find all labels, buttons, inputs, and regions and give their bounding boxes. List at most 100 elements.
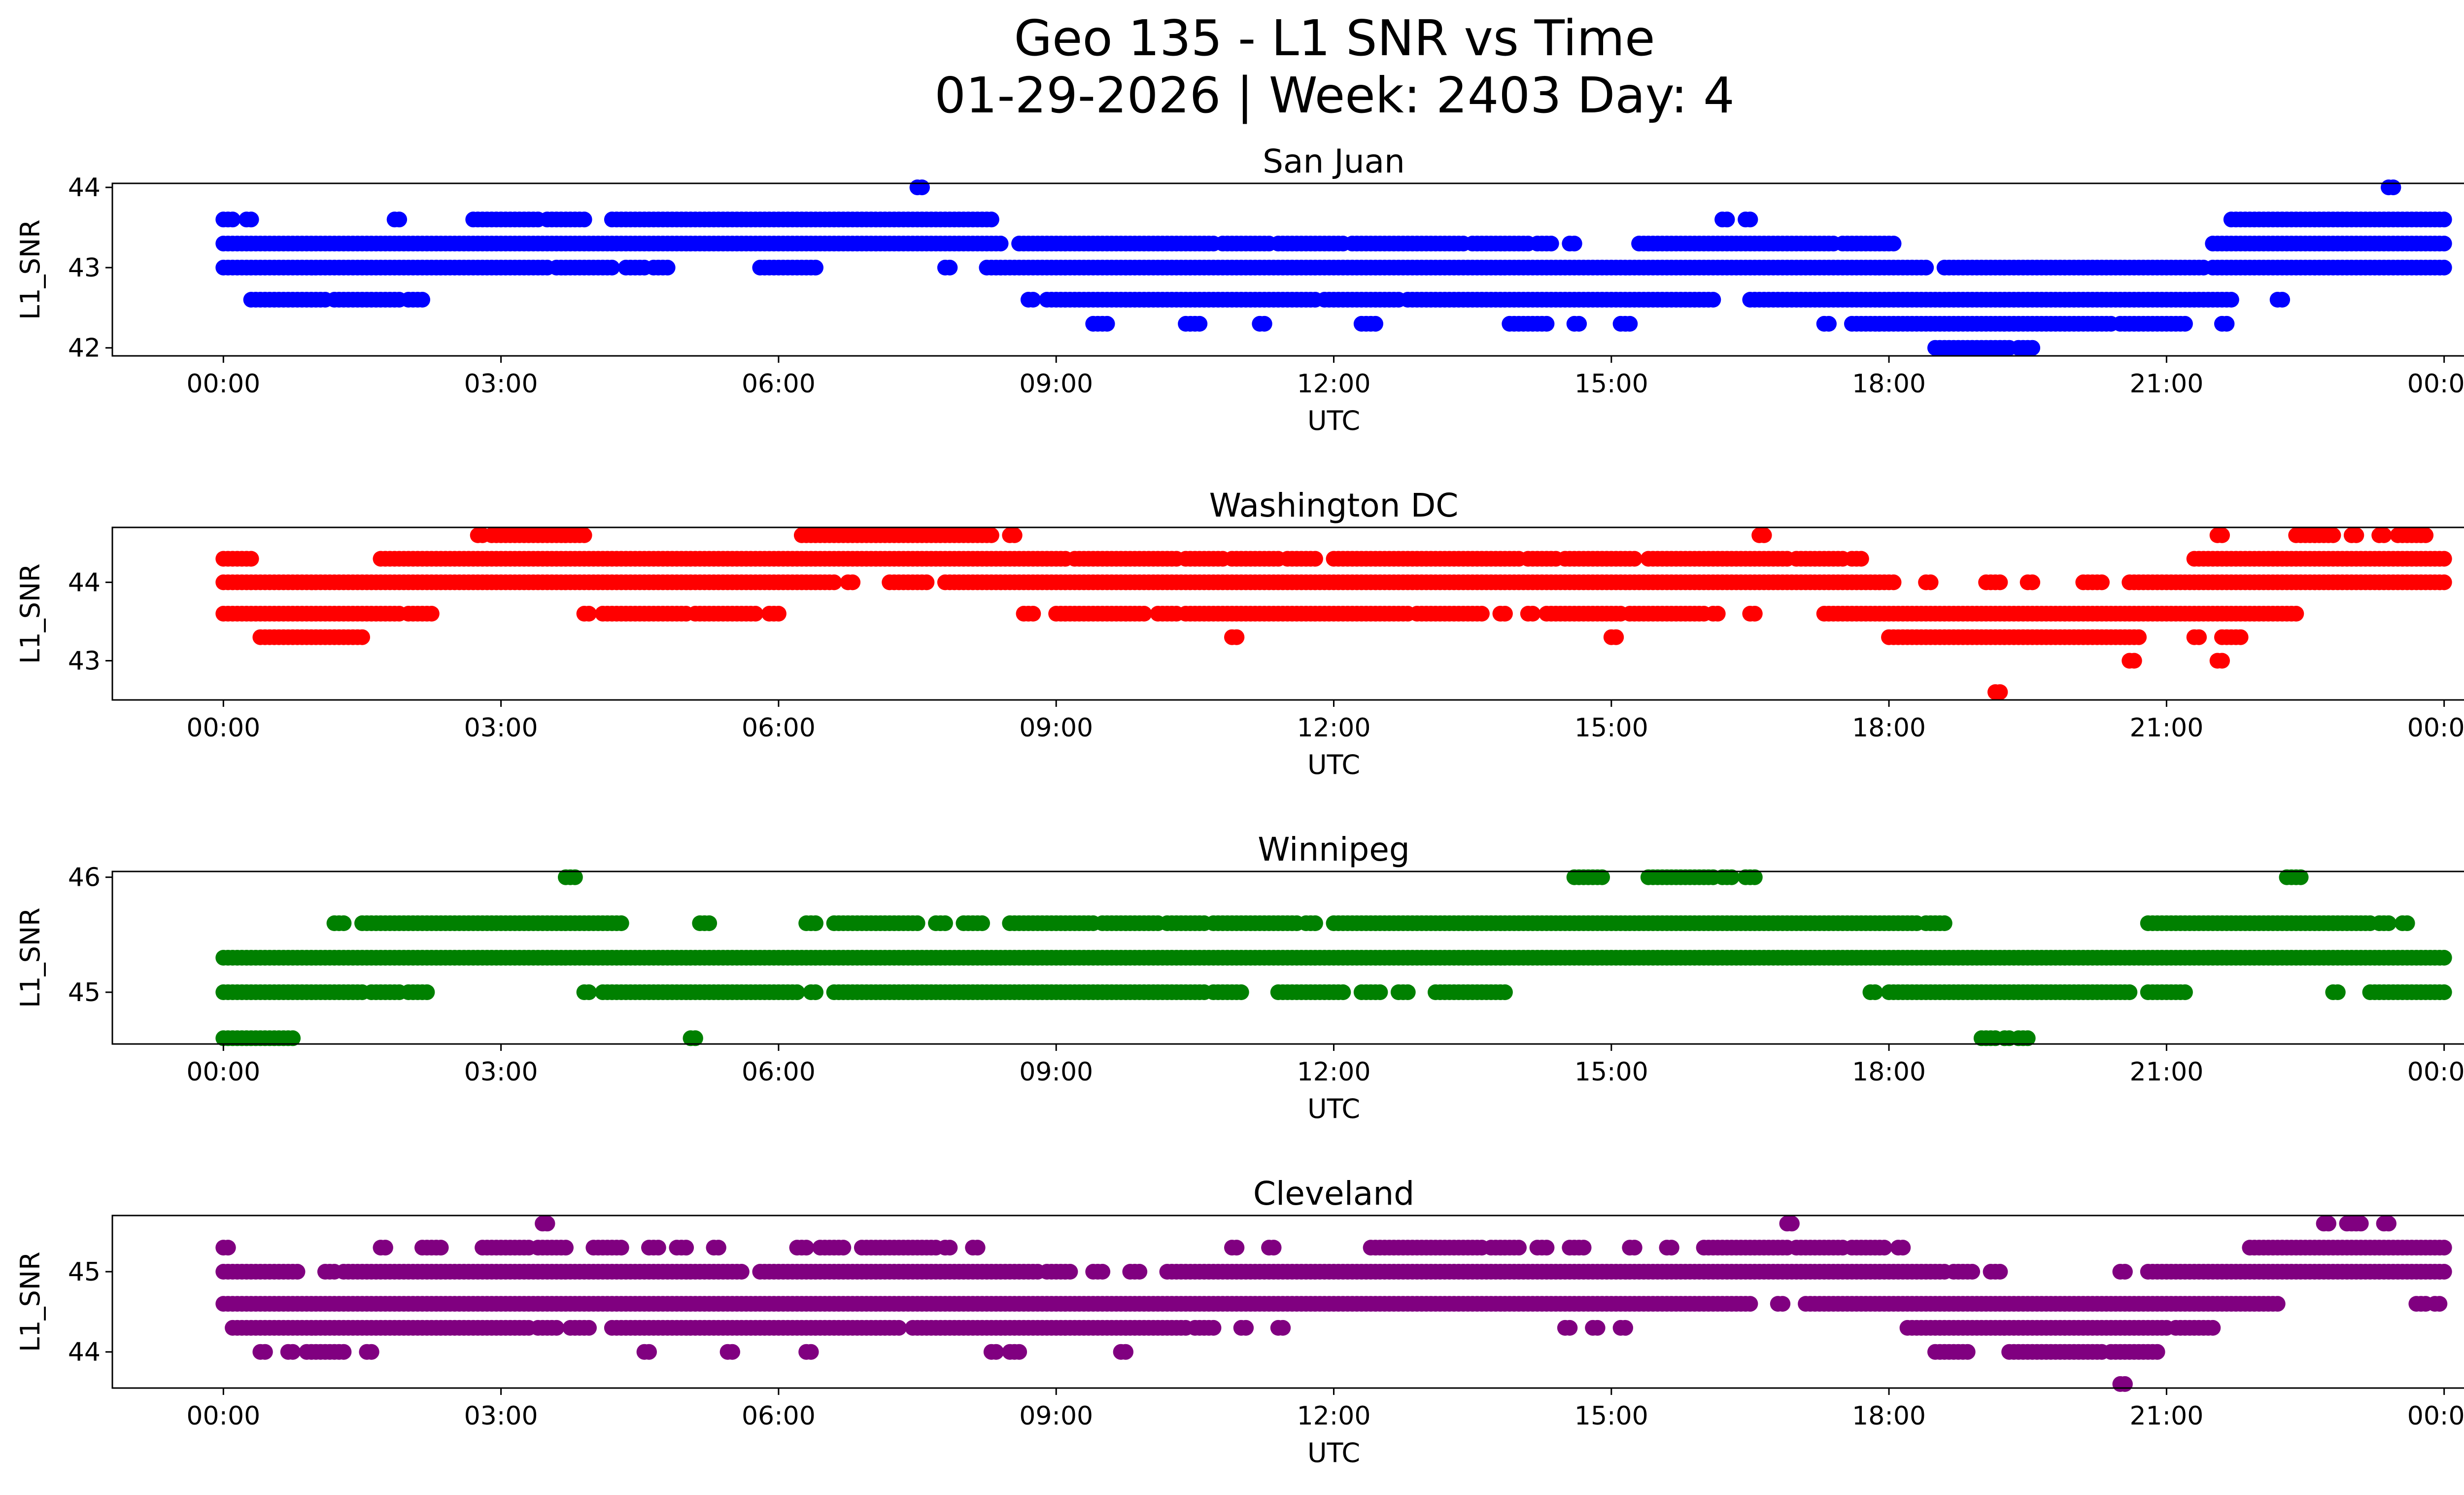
data-point xyxy=(969,1240,986,1256)
data-point xyxy=(1233,984,1249,1000)
x-tick-label: 12:00 xyxy=(1297,1057,1371,1087)
data-point xyxy=(2117,1264,2133,1280)
data-point xyxy=(1783,1216,1800,1232)
data-point xyxy=(1006,527,1023,543)
data-point xyxy=(2122,984,2138,1000)
data-point xyxy=(613,1240,629,1256)
x-tick-label: 00:00 xyxy=(186,713,260,743)
data-point xyxy=(576,211,592,228)
data-point xyxy=(2321,1216,2336,1232)
data-point xyxy=(770,606,787,622)
data-point xyxy=(1885,236,1902,252)
data-point xyxy=(1539,1240,1555,1256)
data-point xyxy=(1025,606,1041,622)
data-point xyxy=(2381,915,2396,931)
data-point xyxy=(1622,315,1638,332)
x-tick-label: 00:00 xyxy=(186,369,260,399)
data-point xyxy=(1095,1264,1111,1280)
data-point xyxy=(1497,606,1513,622)
x-tick-label: 18:00 xyxy=(1852,713,1926,743)
data-point xyxy=(1525,606,1541,622)
data-point xyxy=(2436,211,2452,228)
y-tick-label: 44 xyxy=(68,173,101,203)
data-point xyxy=(1608,629,1624,645)
data-point xyxy=(1918,259,1934,276)
data-point xyxy=(1853,551,1869,567)
data-point xyxy=(1543,236,1559,252)
data-point xyxy=(336,915,352,931)
y-tick-label: 43 xyxy=(68,253,101,283)
data-point xyxy=(1992,684,2008,700)
data-point xyxy=(992,236,1009,252)
data-point xyxy=(2094,574,2110,591)
data-point xyxy=(1867,984,1883,1000)
data-point xyxy=(581,606,597,622)
x-axis-label-san-juan: UTC xyxy=(1307,405,1360,436)
data-point xyxy=(748,606,763,622)
data-point xyxy=(2024,340,2041,356)
data-point xyxy=(678,1240,694,1256)
data-point xyxy=(2177,315,2193,332)
y-axis-label-san-juan: L1_SNR xyxy=(15,219,46,320)
data-point xyxy=(1742,211,1758,228)
x-tick-label: 18:00 xyxy=(1852,1057,1926,1087)
data-point xyxy=(2024,574,2041,591)
data-point xyxy=(2329,984,2346,1000)
data-point xyxy=(354,629,370,645)
panel-title-winnipeg: Winnipeg xyxy=(1258,831,1410,869)
data-point xyxy=(1626,551,1643,567)
data-point xyxy=(1964,1264,1981,1280)
x-tick-label: 06:00 xyxy=(742,713,816,743)
data-point xyxy=(2232,629,2249,645)
x-axis-label-winnipeg: UTC xyxy=(1307,1093,1360,1124)
data-point xyxy=(1705,292,1721,308)
x-tick-label: 12:00 xyxy=(1297,369,1371,399)
data-point xyxy=(2436,1264,2452,1280)
data-point xyxy=(826,574,842,591)
data-point xyxy=(2274,292,2291,308)
data-point xyxy=(423,606,440,622)
data-point xyxy=(2436,551,2452,567)
x-tick-label: 09:00 xyxy=(1019,369,1093,399)
data-point xyxy=(391,211,408,228)
data-point xyxy=(1473,606,1490,622)
data-point xyxy=(1756,527,1772,543)
data-point xyxy=(2223,292,2239,308)
data-point xyxy=(2214,527,2230,543)
x-tick-label: 03:00 xyxy=(464,713,538,743)
data-point xyxy=(220,1240,236,1256)
data-point xyxy=(808,259,823,276)
data-point xyxy=(974,915,990,931)
data-point xyxy=(1400,984,1416,1000)
data-point xyxy=(983,527,999,543)
data-point xyxy=(1192,315,1208,332)
data-point xyxy=(576,527,592,543)
data-point xyxy=(414,292,430,308)
y-axis-label-winnipeg: L1_SNR xyxy=(15,907,46,1008)
x-tick-label: 15:00 xyxy=(1574,713,1648,743)
data-point xyxy=(1746,606,1763,622)
data-point xyxy=(845,574,861,591)
y-tick-label: 46 xyxy=(68,863,101,893)
data-point xyxy=(1266,1240,1282,1256)
data-point xyxy=(1307,551,1323,567)
data-point xyxy=(909,915,925,931)
data-points-san-juan xyxy=(215,179,2452,356)
data-point xyxy=(1136,606,1152,622)
x-tick-label: 15:00 xyxy=(1574,1057,1648,1087)
data-point xyxy=(1663,1240,1679,1256)
data-point xyxy=(2214,653,2230,669)
data-point xyxy=(798,1240,815,1256)
x-tick-label: 09:00 xyxy=(1019,1057,1093,1087)
data-point xyxy=(433,1240,449,1256)
data-point xyxy=(701,915,718,931)
data-point xyxy=(2436,236,2452,252)
data-point xyxy=(2436,984,2452,1000)
data-point xyxy=(1335,984,1351,1000)
data-point xyxy=(2376,527,2392,543)
data-point xyxy=(1307,915,1323,931)
data-point xyxy=(539,1216,555,1232)
data-point xyxy=(733,1264,750,1280)
